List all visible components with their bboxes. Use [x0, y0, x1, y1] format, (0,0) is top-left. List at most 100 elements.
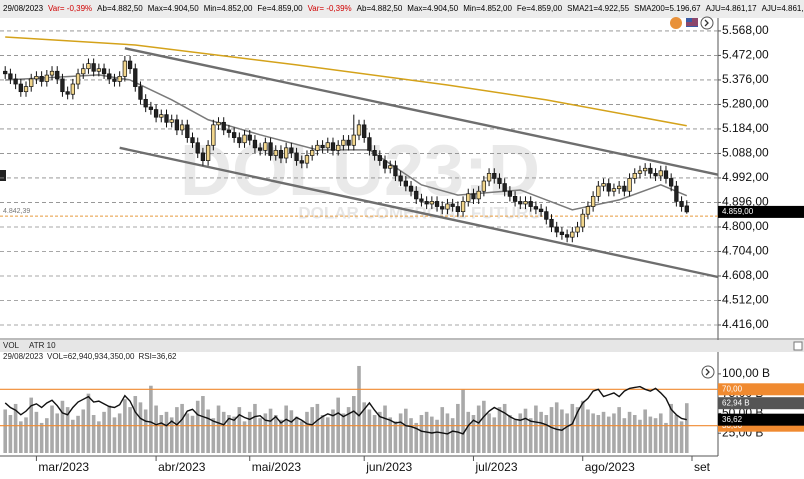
volume-bar: [138, 402, 143, 453]
level-label: 70,00: [722, 384, 743, 393]
volume-bar: [190, 415, 195, 453]
volume-bar: [154, 405, 158, 453]
volume-bar: [476, 405, 481, 453]
candle-body: [450, 203, 455, 207]
candle-body: [481, 180, 487, 192]
x-tick-label: mai/2023: [252, 460, 302, 474]
candle-body: [362, 124, 367, 138]
candle-body: [101, 68, 107, 75]
volume-bar: [591, 413, 595, 453]
candle-body: [492, 173, 497, 179]
left-collapse-tab[interactable]: [0, 170, 6, 181]
trend-line: [119, 146, 719, 279]
volume-bar: [232, 416, 236, 453]
volume-bar: [258, 418, 262, 453]
candle-body: [91, 63, 96, 72]
candle-body: [299, 160, 304, 164]
volume-bar: [39, 422, 44, 453]
volume-bar: [560, 409, 564, 453]
candle-body: [367, 137, 372, 151]
volume-bar: [513, 419, 517, 453]
candle-body: [226, 129, 232, 133]
candle-body: [242, 134, 247, 144]
candle-body: [351, 134, 356, 146]
lower-next-button[interactable]: [701, 365, 715, 379]
volume-bar: [24, 417, 28, 453]
flag-stripes: [686, 18, 698, 26]
x-tick-label: ago/2023: [585, 460, 635, 474]
header-item: Ab=4.882,50: [97, 4, 143, 13]
candle-body: [388, 165, 393, 169]
header-item: AJU=4.861,17: [762, 4, 804, 13]
volume-bar: [487, 413, 491, 453]
candle-body: [23, 86, 29, 93]
panel-close-button[interactable]: [793, 341, 803, 351]
reference-label: 4.842,39: [3, 208, 30, 215]
volume-bar: [107, 405, 112, 453]
volume-bar: [497, 407, 502, 453]
candle-body: [471, 193, 476, 200]
candle-body: [34, 76, 39, 80]
volume-bar: [393, 421, 398, 453]
volume-bar: [305, 411, 309, 453]
candle-body: [257, 147, 263, 151]
candle-body: [18, 83, 23, 93]
candle-body: [674, 185, 679, 202]
candle-body: [575, 226, 580, 233]
lower-tab[interactable]: VOL: [3, 341, 20, 350]
currency-icon[interactable]: [670, 17, 682, 29]
volume-bar: [664, 422, 668, 453]
volume-bar: [133, 396, 138, 453]
lower-tab[interactable]: ATR 10: [29, 341, 56, 350]
candle-body: [117, 76, 122, 82]
candle-body: [3, 70, 8, 75]
next-button[interactable]: [700, 16, 714, 30]
header-item: Max=4.904,50: [407, 4, 458, 13]
y-tick-label: 5.184,00: [722, 121, 769, 135]
header-item: SMA21=4.922,55: [567, 4, 630, 13]
candle-body: [564, 234, 570, 238]
candle-body: [622, 185, 627, 192]
candle-body: [81, 68, 86, 75]
candle-body: [211, 124, 216, 146]
candle-body: [570, 231, 575, 238]
volume-bar: [372, 415, 377, 453]
volume-bar: [102, 411, 106, 453]
candle-body: [216, 121, 221, 126]
volume-bar: [237, 407, 242, 453]
candle-body: [107, 73, 112, 80]
volume-bar: [13, 403, 18, 453]
candle-body: [382, 160, 388, 169]
candle-body: [408, 185, 414, 192]
candle-body: [143, 98, 148, 108]
candle-body: [174, 119, 180, 131]
y-tick-label: 5.280,00: [722, 97, 769, 111]
volume-bar: [242, 421, 247, 453]
volume-bar: [299, 421, 304, 453]
volume-bar: [523, 408, 528, 453]
candle-body: [497, 178, 502, 184]
candle-body: [133, 68, 138, 87]
candle-body: [138, 86, 143, 100]
volume-bar: [346, 407, 351, 453]
volume-bar: [643, 409, 647, 453]
candle-body: [127, 60, 133, 70]
candle-body: [502, 183, 507, 192]
header-item: Var= -0,39%: [48, 4, 92, 13]
candle-body: [460, 201, 466, 213]
volume-bar: [315, 403, 320, 453]
candle-body: [195, 142, 200, 154]
volume-bar: [398, 413, 403, 453]
volume-bar: [461, 389, 465, 453]
volume-bar: [409, 418, 413, 453]
candle-body: [49, 70, 55, 76]
y-tick-label: 4.896,00: [722, 195, 769, 209]
candle-body: [112, 78, 117, 82]
volume-bar: [575, 407, 580, 453]
candle-body: [486, 173, 492, 182]
volume-bar: [508, 415, 512, 453]
x-tick-label: set: [694, 460, 711, 474]
volume-bar: [97, 421, 101, 453]
volume-bar: [65, 407, 70, 453]
volume-bar: [601, 411, 606, 453]
